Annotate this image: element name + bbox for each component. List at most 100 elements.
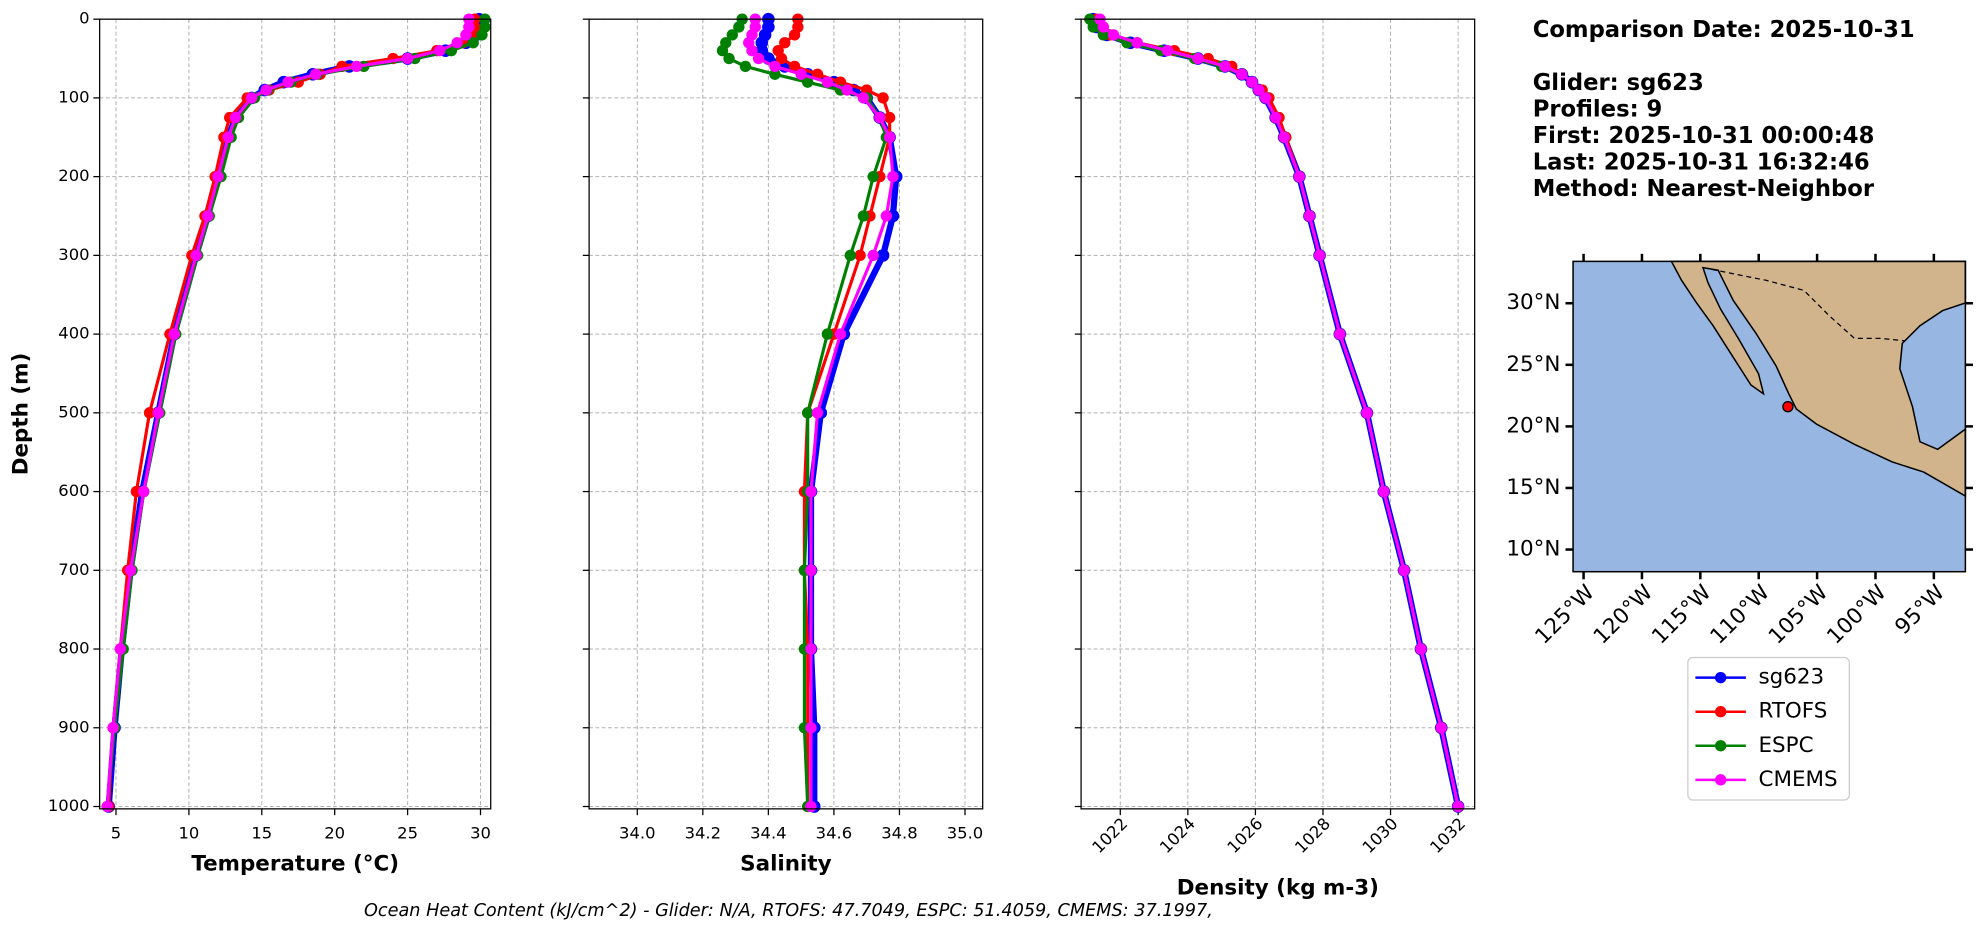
profile-marker [310, 68, 322, 80]
legend-marker [1714, 774, 1727, 786]
footer: Ocean Heat Content (kJ/cm^2) - Glider: N… [364, 901, 1213, 921]
profile-marker [821, 76, 834, 88]
x-tick-label: 20 [324, 824, 345, 843]
y-tick-label: 25°N [1506, 352, 1560, 377]
profile-marker [282, 76, 294, 88]
x-tick-label: 15 [251, 824, 272, 843]
y-tick-label: 20°N [1506, 413, 1560, 438]
x-tick-label: 1032 [1426, 814, 1469, 857]
profile-marker [1246, 76, 1258, 88]
profile-marker [726, 29, 738, 41]
x-tick-label: 30 [470, 824, 491, 843]
legend-marker [1714, 740, 1727, 752]
profile-marker [1313, 249, 1326, 262]
profile-marker [805, 800, 817, 813]
x-tick-label: 34.0 [619, 824, 655, 843]
y-tick-label: 200 [58, 166, 89, 185]
x-tick-label: 5 [111, 824, 121, 843]
map-frame [1572, 260, 1967, 573]
profile-marker [1398, 564, 1410, 576]
profile-marker [779, 37, 791, 49]
info-text: Last: 2025-10-31 16:32:46 [1533, 149, 1870, 175]
profile-marker [460, 29, 472, 41]
y-tick-label: 900 [58, 717, 89, 736]
profile-marker [467, 37, 479, 49]
profile-marker [1107, 29, 1120, 41]
x-tick-label: 34.4 [750, 824, 786, 843]
profile-marker [1303, 210, 1316, 222]
profile-marker [723, 52, 735, 65]
profile-marker [805, 485, 817, 498]
profile-marker [857, 210, 870, 222]
legend-label: sg623 [1759, 665, 1825, 690]
profile-marker [260, 84, 272, 96]
profile-marker [1097, 21, 1110, 33]
profile-marker [716, 44, 729, 57]
legend-box [1687, 656, 1850, 801]
x-tick-label: 1030 [1359, 814, 1402, 857]
profile-marker [775, 52, 788, 65]
x-tick-label: 1028 [1291, 814, 1334, 857]
x-tick-label: 105°W [1764, 580, 1833, 649]
profile-marker [844, 249, 856, 262]
profile-marker [841, 84, 853, 96]
profile-marker [401, 52, 414, 65]
profile-marker [1087, 21, 1099, 33]
profile-marker [752, 52, 765, 65]
y-tick-label: 500 [58, 402, 89, 421]
profile-marker [190, 249, 202, 262]
y-tick-label: 1000 [48, 796, 90, 815]
y-tick-label: 0 [79, 9, 89, 28]
profile-marker [805, 643, 817, 655]
profile-marker [1259, 92, 1272, 104]
profile-marker [476, 29, 488, 41]
y-tick-label: 300 [58, 245, 89, 264]
x-tick-label: 1022 [1088, 814, 1131, 857]
profile-marker [152, 407, 164, 419]
profile-marker [229, 111, 242, 124]
x-tick-label: 120°W [1589, 580, 1658, 649]
x-tick-label: 100°W [1822, 580, 1891, 649]
profile-marker [821, 328, 834, 340]
profile-marker [1131, 37, 1143, 49]
profile-marker [1236, 68, 1248, 80]
profile-marker [350, 60, 363, 73]
x-tick-label: 25 [397, 824, 418, 843]
axes-frame [99, 18, 492, 810]
profile-marker [1161, 44, 1174, 57]
profile-marker [1253, 84, 1265, 96]
axes-frame [588, 18, 984, 810]
y-tick-label: 700 [58, 560, 89, 579]
x-tick-label: 1026 [1224, 814, 1267, 857]
profile-marker [805, 722, 817, 734]
profile-marker [222, 131, 234, 143]
info-text: Comparison Date: 2025-10-31 [1533, 17, 1915, 43]
profile-marker [202, 210, 214, 222]
profile-marker [876, 249, 890, 262]
map-border [1702, 267, 1905, 342]
x-tick-label: 34.8 [881, 824, 917, 843]
profile-marker [883, 131, 896, 143]
axes-frame [1080, 18, 1476, 810]
profile-marker [854, 249, 866, 262]
profile-marker [1278, 131, 1290, 143]
profile-marker [802, 407, 814, 419]
profile-marker [769, 68, 781, 80]
profile-marker [451, 37, 463, 49]
x-tick-label: 95°W [1890, 580, 1950, 640]
profile-marker [769, 60, 781, 73]
x-tick-label: 34.6 [816, 824, 852, 843]
y-tick-label: 600 [58, 481, 89, 500]
profile-marker [1334, 328, 1346, 340]
legend-label: ESPC [1759, 733, 1814, 758]
x-tick-label: 110°W [1706, 580, 1775, 649]
profile-marker [802, 76, 814, 88]
profile-marker [805, 564, 817, 576]
y-axis-label: Depth (m) [8, 353, 33, 476]
x-tick-label: 10 [178, 824, 199, 843]
legend-marker [1714, 671, 1727, 684]
profile-marker [138, 485, 150, 498]
profile-marker [168, 328, 180, 340]
map-land [1670, 260, 1967, 498]
profile-marker [746, 44, 758, 57]
